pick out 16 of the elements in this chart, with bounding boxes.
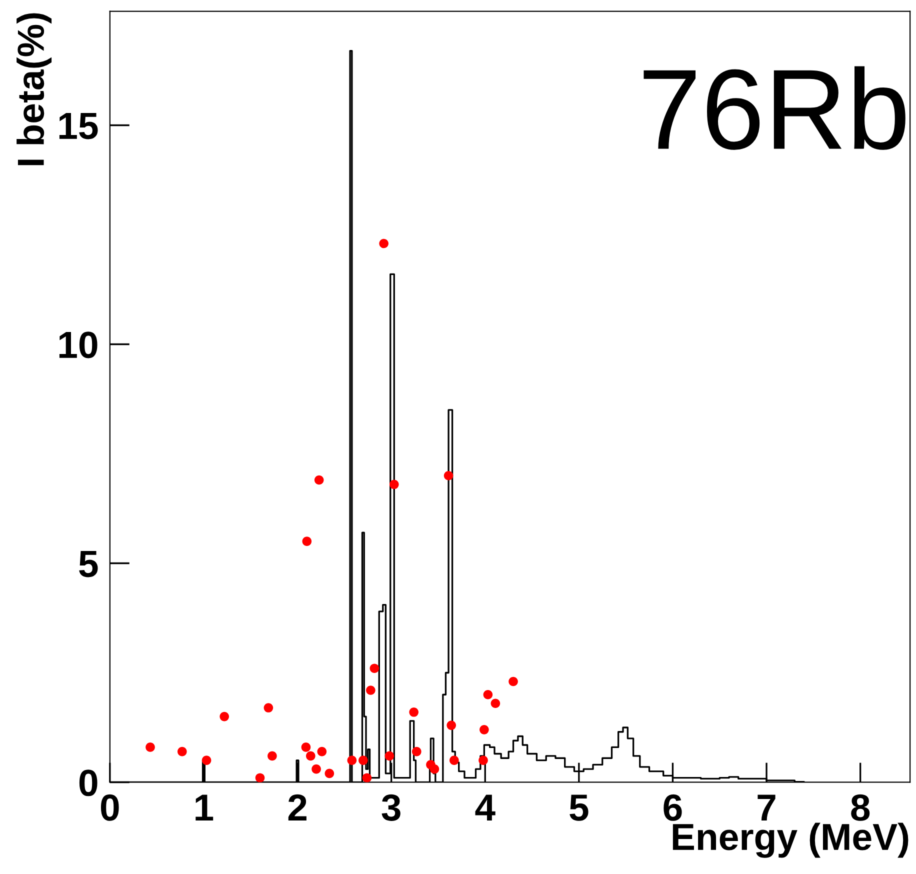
x-tick-label: 0 xyxy=(100,794,119,821)
x-tick-label: 2 xyxy=(288,794,306,821)
x-tick-label: 7 xyxy=(758,794,776,821)
x-tick-label: 5 xyxy=(570,794,588,821)
y-tick-label: 0 xyxy=(79,770,98,796)
y-tick-label: 5 xyxy=(79,551,98,578)
x-tick-label: 1 xyxy=(196,794,214,821)
annotation: 76Rb xyxy=(644,66,906,150)
y-tick-label: 10 xyxy=(59,332,98,358)
x-tick-label: 8 xyxy=(851,794,870,821)
y-tick-label: 15 xyxy=(59,113,98,140)
x-tick-label: 3 xyxy=(382,794,400,821)
y-axis-title: I beta(%) xyxy=(16,13,52,166)
x-axis-title: Energy (MeV) xyxy=(672,822,908,858)
x-tick-label: 6 xyxy=(664,794,682,821)
x-tick-label: 4 xyxy=(475,794,496,821)
